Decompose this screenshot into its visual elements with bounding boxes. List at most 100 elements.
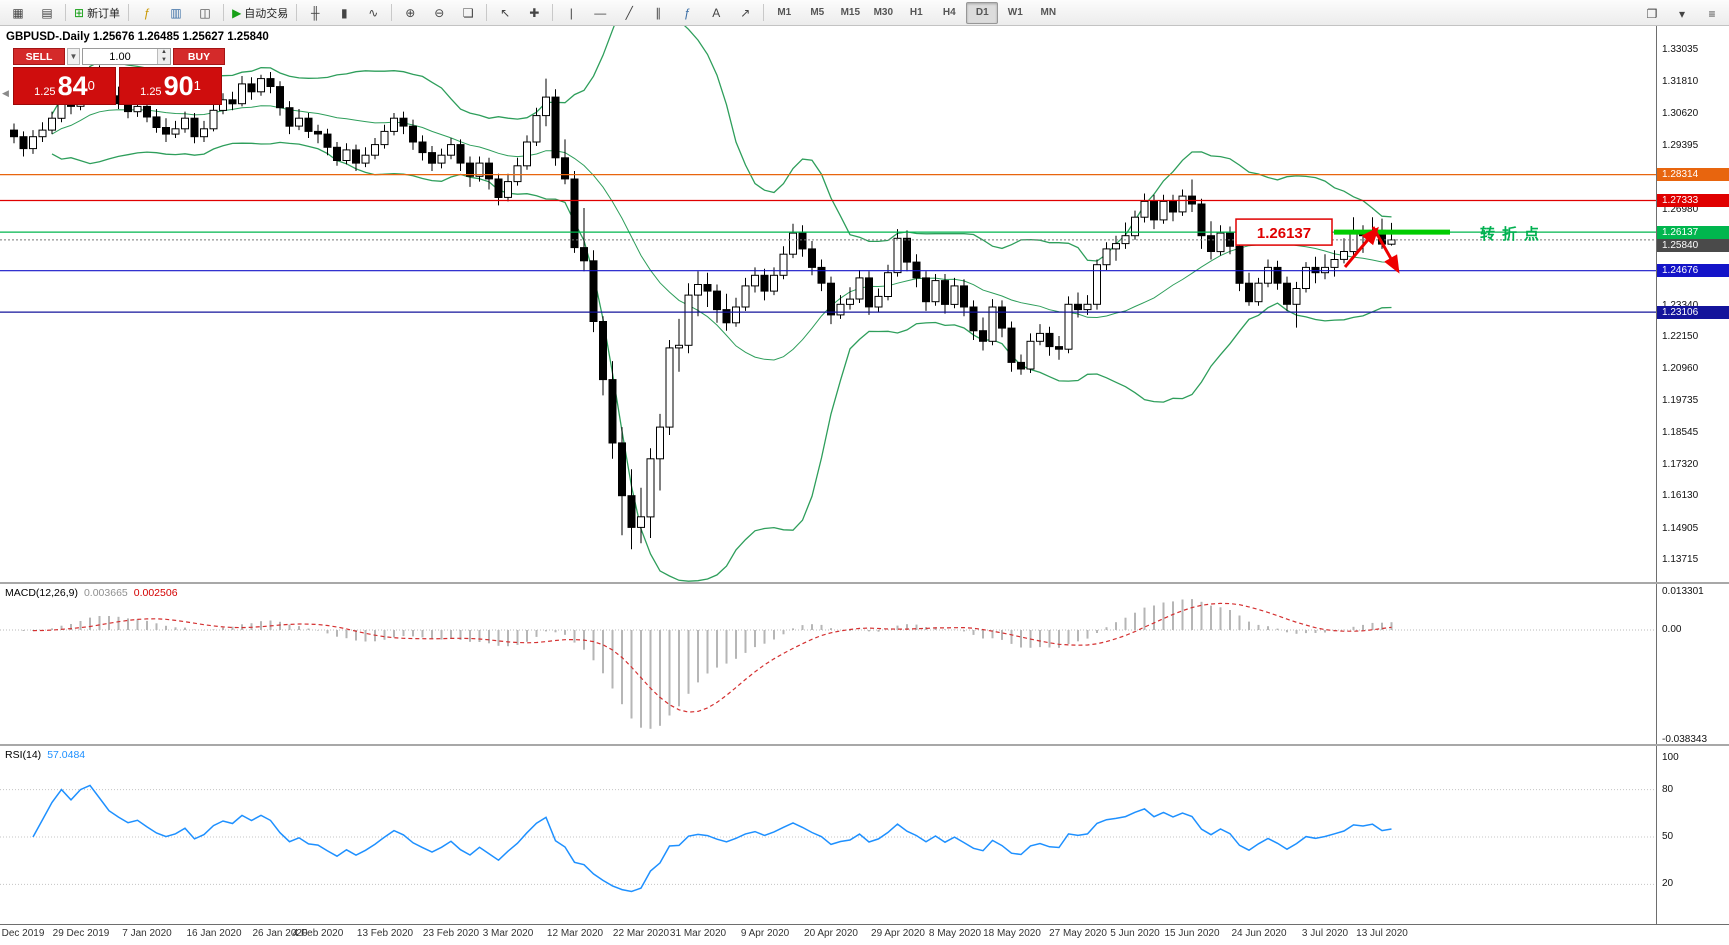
- rsi-panel[interactable]: RSI(14) 57.0484 100 80 50 20: [0, 746, 1729, 924]
- candle-body: [1197, 203, 1206, 237]
- candle-body: [209, 109, 218, 130]
- candle-body: [684, 294, 693, 346]
- candle-body: [988, 306, 997, 342]
- date-label: 9 Apr 2020: [740, 928, 790, 939]
- charts-toggle-button-icon: ▦: [12, 5, 24, 20]
- zoom-out-button[interactable]: ⊖: [425, 2, 453, 24]
- autotrading-button-icon: ▶: [232, 5, 242, 20]
- panel-separator[interactable]: [0, 744, 1729, 746]
- volume-stepper[interactable]: ▲ ▼: [157, 49, 170, 64]
- rsi-axis[interactable]: 100 80 50 20: [1656, 746, 1729, 924]
- annotation-arrow-up[interactable]: [1343, 226, 1379, 268]
- crosshair-button[interactable]: ✚: [520, 2, 548, 24]
- annotation-price-box[interactable]: [1235, 218, 1333, 246]
- price-chart[interactable]: 1.26137: [0, 26, 1656, 582]
- horizontal-line-button[interactable]: —: [586, 2, 614, 24]
- text-button[interactable]: A: [702, 2, 730, 24]
- macd-axis[interactable]: 0.013301 0.00 -0.038343: [1656, 584, 1729, 744]
- tf-m5[interactable]: M5: [810, 7, 825, 18]
- horizontal-line-button-icon: —: [594, 5, 607, 20]
- chart-list-button[interactable]: ❐: [1646, 7, 1658, 21]
- annotation-arrow-down[interactable]: [1371, 226, 1400, 274]
- stepper-up-icon[interactable]: ▲: [158, 49, 170, 57]
- cursor-button[interactable]: ↖: [491, 2, 519, 24]
- candle-body: [618, 442, 626, 497]
- dropdown-button[interactable]: ▾: [1678, 7, 1686, 21]
- tf-m1[interactable]: M1: [777, 7, 792, 18]
- candle-body: [1273, 266, 1282, 284]
- candle-body: [694, 284, 702, 296]
- candle-body: [779, 253, 788, 276]
- date-label: 31 Mar 2020: [669, 928, 727, 939]
- candle-body: [48, 117, 56, 131]
- toolbar-right-group: ❐ ▾ ≡: [1638, 3, 1726, 25]
- order-type-caret[interactable]: ▼: [67, 48, 80, 65]
- annotation-note[interactable]: 转折点: [1480, 226, 1547, 244]
- time-axis[interactable]: Dec 2019 29 Dec 2019 7 Jan 2020 16 Jan 2020…: [0, 924, 1729, 945]
- price-axis[interactable]: 1.330351.318101.306201.293951.281701.269…: [1656, 26, 1729, 582]
- bar-chart-button-icon: ╫: [311, 5, 320, 20]
- bar-chart-button[interactable]: ╫: [301, 2, 329, 24]
- new-order-button[interactable]: ⊞ 新订单: [70, 2, 124, 24]
- sell-button[interactable]: SELL: [13, 48, 65, 65]
- channel-button[interactable]: ∥: [644, 2, 672, 24]
- buy-price-prefix: 1.25: [140, 86, 162, 98]
- one-click-collapse-arrow[interactable]: ◀: [2, 88, 9, 98]
- price-tick-label: 1.16130: [1662, 490, 1699, 501]
- line-chart-button[interactable]: ∿: [359, 2, 387, 24]
- candlestick-chart-button[interactable]: ▮: [330, 2, 358, 24]
- tf-mn[interactable]: MN: [1040, 7, 1057, 18]
- macd-histogram: [22, 599, 1393, 729]
- candle-body: [38, 129, 47, 138]
- tf-m30[interactable]: M30: [873, 7, 894, 18]
- toolbar-separator: [223, 4, 225, 21]
- stepper-down-icon[interactable]: ▼: [158, 56, 170, 64]
- macd-tick-label: -0.038343: [1662, 734, 1708, 744]
- tf-h4[interactable]: H4: [942, 7, 956, 18]
- trendline-button[interactable]: ╱: [615, 2, 643, 24]
- data-window-button[interactable]: ◫: [191, 2, 219, 24]
- candle-body: [865, 277, 873, 308]
- rsi-name: RSI(14): [5, 749, 42, 761]
- new-order-button-icon: ⊞: [74, 5, 85, 20]
- vertical-line-button[interactable]: |: [557, 2, 585, 24]
- candle-body: [789, 232, 797, 255]
- candle-body: [418, 141, 427, 154]
- price-tick-label: 1.33035: [1662, 44, 1699, 55]
- bollinger-upper-band: [51, 26, 1392, 262]
- market-watch-button[interactable]: ▤: [33, 2, 61, 24]
- one-click-trading-panel: SELL ▼ 1.00 ▲ ▼ BUY 1.25 84 0 1.25 90 1: [13, 48, 225, 105]
- price-tick-label: 1.19735: [1662, 395, 1699, 406]
- volume-input[interactable]: 1.00 ▲ ▼: [82, 48, 171, 65]
- autotrading-button[interactable]: ▶ 自动交易: [228, 2, 292, 24]
- arrow-tool-button[interactable]: ↗: [731, 2, 759, 24]
- candle-body: [1292, 288, 1301, 305]
- macd-panel[interactable]: MACD(12,26,9) 0.003665 0.002506 0.013301 0.…: [0, 584, 1729, 744]
- candle-body: [504, 181, 512, 198]
- tf-m15[interactable]: M15: [840, 7, 861, 18]
- candle-body: [228, 99, 237, 105]
- rsi-tick-label: 100: [1662, 752, 1679, 763]
- fibonacci-button[interactable]: ƒ: [673, 2, 701, 24]
- buy-button[interactable]: BUY: [173, 48, 225, 65]
- panel-separator[interactable]: [0, 582, 1729, 584]
- tf-d1[interactable]: D1: [966, 1, 999, 24]
- price-tag: 1.26137: [1657, 226, 1729, 239]
- sell-price-button[interactable]: 1.25 84 0: [13, 67, 116, 105]
- candle-body: [399, 117, 408, 127]
- buy-price-button[interactable]: 1.25 90 1: [119, 67, 222, 105]
- zoom-in-button[interactable]: ⊕: [396, 2, 424, 24]
- main-chart-panel[interactable]: 1.26137 GBPUSD-.Daily 1.25676 1.26485 1.…: [0, 26, 1729, 582]
- tile-windows-button[interactable]: ❏: [454, 2, 482, 24]
- charts-toggle-button[interactable]: ▦: [4, 2, 32, 24]
- tf-w1[interactable]: W1: [1007, 7, 1023, 18]
- tile-windows-button-icon: ❏: [462, 5, 474, 20]
- sell-price-big: 84: [57, 71, 88, 101]
- candle-body: [817, 266, 826, 284]
- profiles-button-icon: ▥: [170, 5, 182, 20]
- candle-body: [1283, 282, 1291, 305]
- more-button[interactable]: ≡: [1708, 7, 1716, 21]
- profiles-button[interactable]: ▥: [162, 2, 190, 24]
- tf-h1[interactable]: H1: [909, 7, 923, 18]
- indicators-button[interactable]: ƒ: [133, 2, 161, 24]
